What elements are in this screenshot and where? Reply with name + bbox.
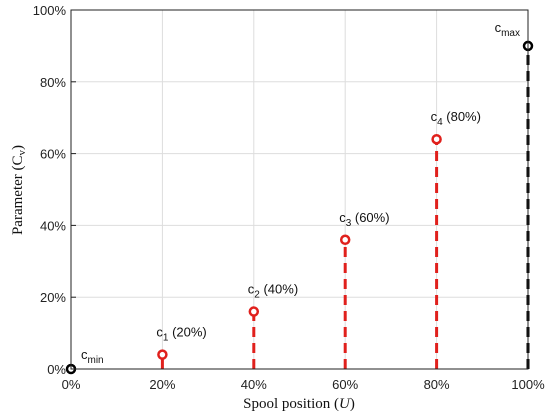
- plot-frame: [70, 9, 529, 370]
- point-label-4: c4 (80%): [431, 109, 481, 128]
- y-tick-label: 20%: [40, 290, 66, 305]
- y-tick-label: 40%: [40, 218, 66, 233]
- data-point-4: [431, 133, 442, 145]
- point-label-2: c2 (40%): [248, 282, 298, 301]
- y-tick-labels: 0% 20% 40% 60% 80% 100%: [33, 3, 76, 377]
- point-label-3: c3 (60%): [339, 210, 389, 229]
- markers: [65, 40, 534, 375]
- y-tick-label: 60%: [40, 147, 66, 162]
- y-axis-title: Parameter (Cv): [10, 145, 28, 235]
- x-tick-label: 40%: [241, 377, 267, 392]
- y-tick-label: 100%: [33, 3, 67, 18]
- x-axis-title: Spool position (U): [243, 396, 355, 412]
- x-tick-label: 0%: [62, 377, 81, 392]
- x-tick-labels: 0% 20% 40% 60% 80% 100%: [62, 364, 545, 392]
- point-label-0: cmin: [81, 347, 104, 366]
- x-tick-label: 80%: [424, 377, 450, 392]
- point-label-5: cmax: [495, 20, 520, 39]
- data-point-3: [339, 234, 351, 246]
- data-point-2: [248, 306, 260, 317]
- point-label-1: c1 (20%): [156, 325, 206, 344]
- data-point-1: [157, 349, 168, 360]
- grid: [70, 9, 529, 370]
- y-tick-label: 80%: [40, 75, 66, 90]
- x-tick-label: 60%: [332, 377, 358, 392]
- x-tick-label: 20%: [149, 377, 175, 392]
- x-tick-label: 100%: [511, 377, 545, 392]
- point-labels: cmin c1 (20%) c2 (40%) c3 (60%) c4 (80%) cmax: [81, 20, 520, 366]
- y-tick-label: 0%: [47, 362, 66, 377]
